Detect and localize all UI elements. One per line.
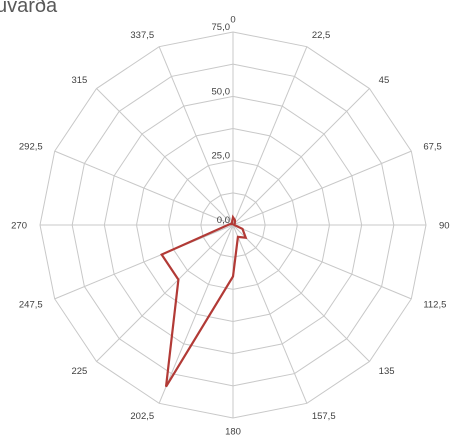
category-label: 202,5 — [130, 411, 154, 422]
category-label: 135 — [379, 366, 395, 377]
category-label: 157,5 — [312, 411, 336, 422]
spoke-line — [232, 88, 370, 226]
category-label: 225 — [71, 366, 87, 377]
chart-title: uvarða — [0, 0, 58, 17]
category-label: 0 — [230, 15, 235, 26]
category-label: 45 — [379, 75, 390, 86]
spoke-line — [232, 224, 308, 404]
category-label: 180 — [225, 427, 241, 438]
series-line — [160, 214, 248, 388]
spoke-line — [54, 224, 234, 300]
radial-tick-label: 50,0 — [212, 86, 231, 97]
category-label: 337,5 — [130, 30, 154, 41]
category-label: 112,5 — [423, 299, 446, 310]
spoke-line — [54, 150, 234, 226]
spoke-line — [96, 224, 234, 362]
radial-tick-labels: 0,0 25,0 50,0 75,0 — [212, 22, 231, 226]
radar-spokes — [40, 32, 426, 418]
category-label: 67,5 — [423, 142, 442, 153]
spoke-line — [232, 46, 308, 226]
spoke-line — [232, 224, 412, 300]
spoke-line — [158, 224, 234, 404]
radial-tick-label: 75,0 — [212, 22, 231, 33]
category-label: 270 — [11, 221, 27, 232]
category-label: 292,5 — [19, 142, 43, 153]
category-label: 247,5 — [19, 299, 43, 310]
category-label: 315 — [71, 75, 87, 86]
spoke-line — [96, 88, 234, 226]
spoke-line — [158, 46, 234, 226]
spoke-line — [232, 224, 370, 362]
series-layer — [160, 214, 248, 388]
category-label: 90 — [439, 221, 450, 232]
radial-tick-label: 0,0 — [217, 215, 230, 226]
category-label: 22,5 — [312, 30, 331, 41]
category-labels: 0 22,5 45 67,5 90 112,5 135 157,5 180 202,5 225 247… — [11, 15, 449, 438]
spoke-line — [232, 150, 412, 226]
radial-tick-label: 25,0 — [212, 151, 231, 162]
